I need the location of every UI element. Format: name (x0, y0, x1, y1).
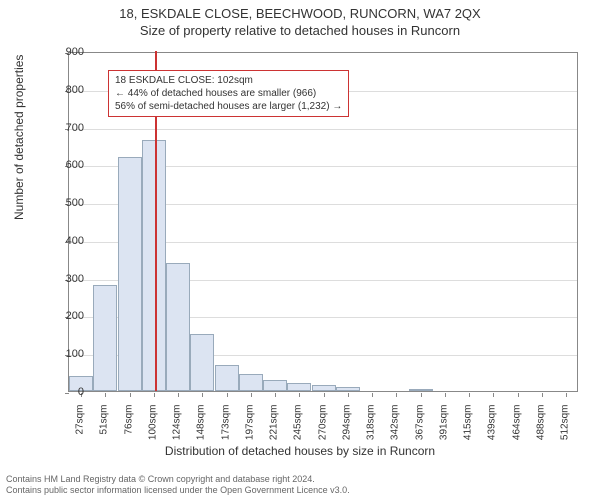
ytick-label: 500 (44, 197, 84, 209)
footer-text: Contains HM Land Registry data © Crown c… (6, 474, 350, 496)
histogram-bar (142, 140, 166, 391)
footer-line2: Contains public sector information licen… (6, 485, 350, 496)
histogram-bar (118, 157, 142, 391)
ytick-label: 700 (44, 122, 84, 134)
xtick-mark (105, 393, 106, 397)
annotation-line2: ← 44% of detached houses are smaller (96… (115, 87, 342, 100)
ytick-label: 100 (44, 348, 84, 360)
ytick-label: 300 (44, 273, 84, 285)
ytick-label: 0 (44, 386, 84, 398)
ytick-label: 400 (44, 235, 84, 247)
ytick-label: 200 (44, 310, 84, 322)
histogram-bar (239, 374, 263, 391)
ytick-label: 900 (44, 46, 84, 58)
gridline (69, 129, 577, 130)
xtick-mark (275, 393, 276, 397)
histogram-bar (336, 387, 360, 391)
histogram-bar (215, 365, 239, 391)
xtick-mark (469, 393, 470, 397)
xtick-mark (130, 393, 131, 397)
xtick-mark (493, 393, 494, 397)
y-axis-label: Number of detached properties (12, 55, 26, 220)
xtick-mark (566, 393, 567, 397)
chart-container: 18, ESKDALE CLOSE, BEECHWOOD, RUNCORN, W… (0, 0, 600, 500)
xtick-mark (372, 393, 373, 397)
annotation-line3: 56% of semi-detached houses are larger (… (115, 100, 342, 113)
xtick-mark (518, 393, 519, 397)
histogram-bar (166, 263, 190, 391)
plot-area: 18 ESKDALE CLOSE: 102sqm ← 44% of detach… (68, 52, 578, 392)
x-axis-label: Distribution of detached houses by size … (0, 444, 600, 458)
histogram-bar (263, 380, 287, 391)
ytick-label: 800 (44, 84, 84, 96)
xtick-mark (396, 393, 397, 397)
xtick-mark (542, 393, 543, 397)
xtick-mark (445, 393, 446, 397)
footer-line1: Contains HM Land Registry data © Crown c… (6, 474, 350, 485)
histogram-bar (409, 389, 433, 391)
histogram-bar (287, 383, 311, 391)
annotation-box: 18 ESKDALE CLOSE: 102sqm ← 44% of detach… (108, 70, 349, 117)
annotation-line1: 18 ESKDALE CLOSE: 102sqm (115, 74, 342, 87)
xtick-mark (227, 393, 228, 397)
histogram-bar (93, 285, 117, 391)
xtick-mark (421, 393, 422, 397)
xtick-mark (154, 393, 155, 397)
chart-title-line1: 18, ESKDALE CLOSE, BEECHWOOD, RUNCORN, W… (0, 0, 600, 21)
histogram-bar (312, 385, 336, 391)
xtick-mark (324, 393, 325, 397)
xtick-mark (251, 393, 252, 397)
histogram-bar (190, 334, 214, 391)
ytick-label: 600 (44, 159, 84, 171)
xtick-mark (202, 393, 203, 397)
xtick-mark (348, 393, 349, 397)
xtick-mark (178, 393, 179, 397)
xtick-mark (299, 393, 300, 397)
chart-title-line2: Size of property relative to detached ho… (0, 21, 600, 38)
